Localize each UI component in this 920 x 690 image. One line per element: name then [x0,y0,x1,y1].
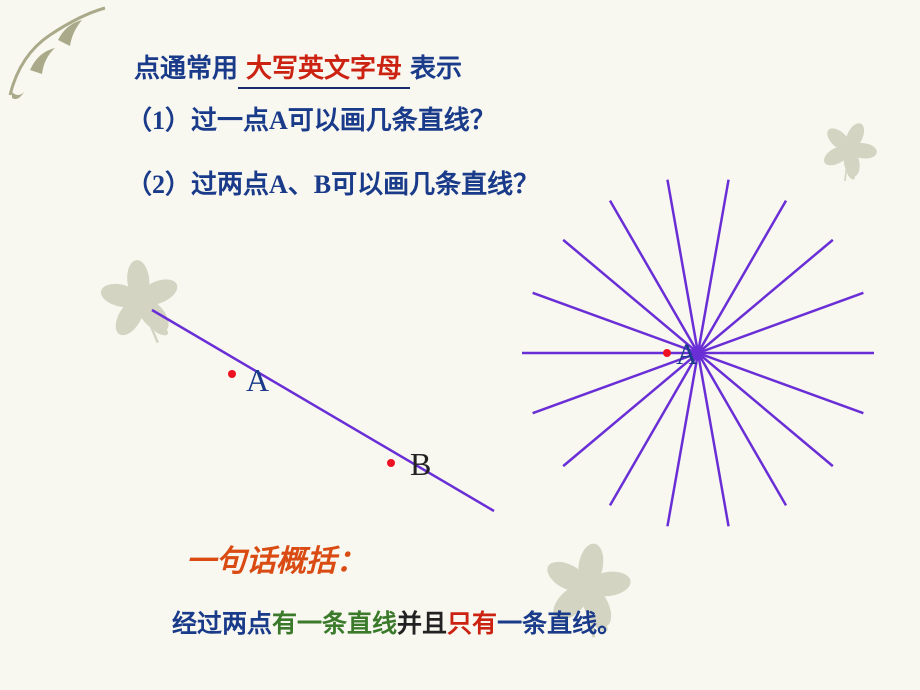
conclusion-part: 经过两点 [172,611,272,638]
radial-line [610,201,786,506]
conclusion-line: 经过两点有一条直线并且只有一条直线。 [172,604,622,640]
point-b-dot [387,459,395,467]
point-b-label: B [410,446,431,483]
intro-suffix: 表示 [410,54,462,83]
radial-line [610,201,786,506]
point-a2-label: A [676,338,698,372]
line-ab [152,310,494,511]
intro-line: 点通常用大写英文字母表示 [134,48,462,89]
conclusion-part: 一条直线。 [497,611,622,638]
question-2: （2）过两点A、B可以画几条直线？ [126,164,539,201]
point-a-dot [228,370,236,378]
intro-fill-blank: 大写英文字母 [238,48,410,89]
radial-line [533,293,864,413]
conclusion-part: 只有 [447,611,497,638]
corner-decoration [0,0,120,110]
question-1: （1）过一点A可以画几条直线？ [126,100,496,137]
radial-line [563,240,833,466]
radial-line [533,293,864,413]
summary-label: 一句话概括： [186,536,366,580]
intro-prefix: 点通常用 [134,54,238,83]
point-a2-dot [663,349,671,357]
radial-line [563,240,833,466]
conclusion-part: 并且 [397,611,447,638]
point-a-label: A [246,362,269,399]
intro-fill-text: 大写英文字母 [246,54,402,83]
conclusion-part: 有一条直线 [272,611,397,638]
